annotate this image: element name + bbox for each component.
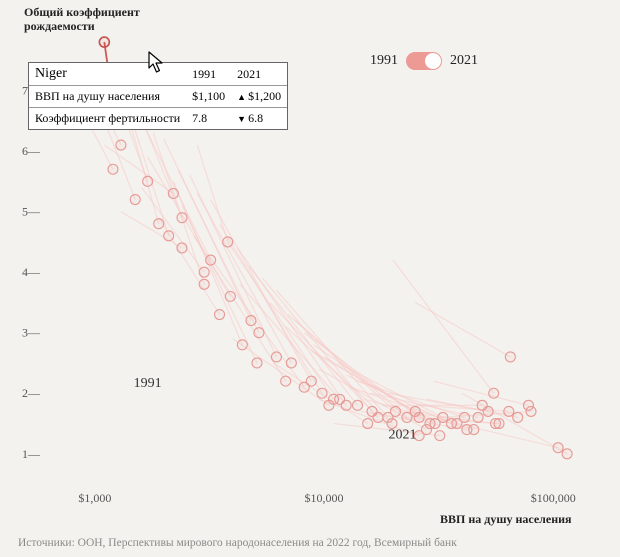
- series-marker[interactable]: [373, 412, 383, 422]
- tooltip-row: Коэффициент фертильности7.8▼6.8: [29, 108, 287, 130]
- series-marker[interactable]: [494, 419, 504, 429]
- y-tick-label: 6—: [22, 144, 41, 158]
- series-marker[interactable]: [504, 406, 514, 416]
- tooltip-col-1991: 1991: [186, 63, 231, 86]
- x-tick-label: $10,000: [305, 491, 344, 505]
- tooltip-row-v1991: $1,100: [186, 86, 231, 108]
- series-marker[interactable]: [252, 358, 262, 368]
- series-marker[interactable]: [223, 237, 233, 247]
- series-marker[interactable]: [473, 412, 483, 422]
- toggle-knob: [425, 53, 441, 69]
- inchart-year-label: 1991: [134, 376, 162, 391]
- series-marker[interactable]: [215, 310, 225, 320]
- tooltip-col-2021: 2021: [231, 63, 287, 86]
- series-marker[interactable]: [523, 400, 533, 410]
- y-tick-label: 1—: [22, 447, 41, 461]
- series-marker-highlight-start: [99, 37, 109, 47]
- series-marker[interactable]: [246, 316, 256, 326]
- sources-line: Источники: ООН, Перспективы мирового нар…: [18, 537, 457, 549]
- series-marker[interactable]: [335, 394, 345, 404]
- series-marker[interactable]: [410, 406, 420, 416]
- series-marker[interactable]: [553, 443, 563, 453]
- inchart-year-label: 2021: [389, 428, 417, 443]
- y-tick-label: 3—: [22, 326, 41, 340]
- series-marker[interactable]: [177, 243, 187, 253]
- series-marker[interactable]: [237, 340, 247, 350]
- series-marker[interactable]: [199, 267, 209, 277]
- series-marker[interactable]: [154, 219, 164, 229]
- y-axis-title: Общий коэффициент рождаемости: [24, 6, 144, 34]
- toggle-switch[interactable]: [406, 52, 442, 70]
- tooltip-row-label: Коэффициент фертильности: [29, 108, 186, 130]
- series-marker[interactable]: [281, 376, 291, 386]
- country-tooltip: Niger 1991 2021 ВВП на душу населения$1,…: [28, 62, 288, 130]
- tooltip-country: Niger: [29, 63, 186, 86]
- series-marker[interactable]: [438, 412, 448, 422]
- series-marker[interactable]: [489, 388, 499, 398]
- series-marker[interactable]: [130, 195, 140, 205]
- series-marker[interactable]: [177, 213, 187, 223]
- series-marker[interactable]: [435, 431, 445, 441]
- y-tick-label: 5—: [22, 205, 41, 219]
- series-marker[interactable]: [513, 412, 523, 422]
- x-axis-title: ВВП на душу населения: [440, 512, 572, 527]
- tooltip-row-v1991: 7.8: [186, 108, 231, 130]
- series-marker[interactable]: [164, 231, 174, 241]
- series-marker[interactable]: [254, 328, 264, 338]
- series-marker[interactable]: [116, 140, 126, 150]
- series-marker[interactable]: [562, 449, 572, 459]
- y-tick-label: 2—: [22, 386, 41, 400]
- tooltip-row-label: ВВП на душу населения: [29, 86, 186, 108]
- series-marker[interactable]: [299, 382, 309, 392]
- year-toggle[interactable]: 1991 2021: [370, 52, 478, 70]
- x-tick-label: $100,000: [531, 491, 576, 505]
- chart-container: $1,000$10,000$100,000 1—2—3—4—5—6—7— 199…: [0, 0, 620, 557]
- x-tick-label: $1,000: [78, 491, 111, 505]
- series-marker[interactable]: [363, 419, 373, 429]
- series-marker[interactable]: [390, 406, 400, 416]
- series-marker[interactable]: [505, 352, 515, 362]
- series-marker[interactable]: [143, 176, 153, 186]
- series-marker[interactable]: [317, 388, 327, 398]
- tooltip-row-v2021: ▲$1,200: [231, 86, 287, 108]
- series-marker[interactable]: [199, 279, 209, 289]
- series-marker[interactable]: [452, 419, 462, 429]
- series-marker[interactable]: [462, 425, 472, 435]
- series-marker[interactable]: [225, 291, 235, 301]
- series-marker[interactable]: [483, 406, 493, 416]
- series-marker[interactable]: [271, 352, 281, 362]
- series-marker[interactable]: [206, 255, 216, 265]
- tooltip-row: ВВП на душу населения$1,100▲$1,200: [29, 86, 287, 108]
- toggle-label-left: 1991: [370, 53, 398, 69]
- series-marker[interactable]: [353, 400, 363, 410]
- series-marker[interactable]: [324, 400, 334, 410]
- toggle-label-right: 2021: [450, 53, 478, 69]
- tooltip-row-v2021: ▼6.8: [231, 108, 287, 130]
- y-tick-label: 4—: [22, 265, 41, 279]
- series-marker[interactable]: [108, 164, 118, 174]
- series-marker[interactable]: [286, 358, 296, 368]
- series-marker[interactable]: [168, 188, 178, 198]
